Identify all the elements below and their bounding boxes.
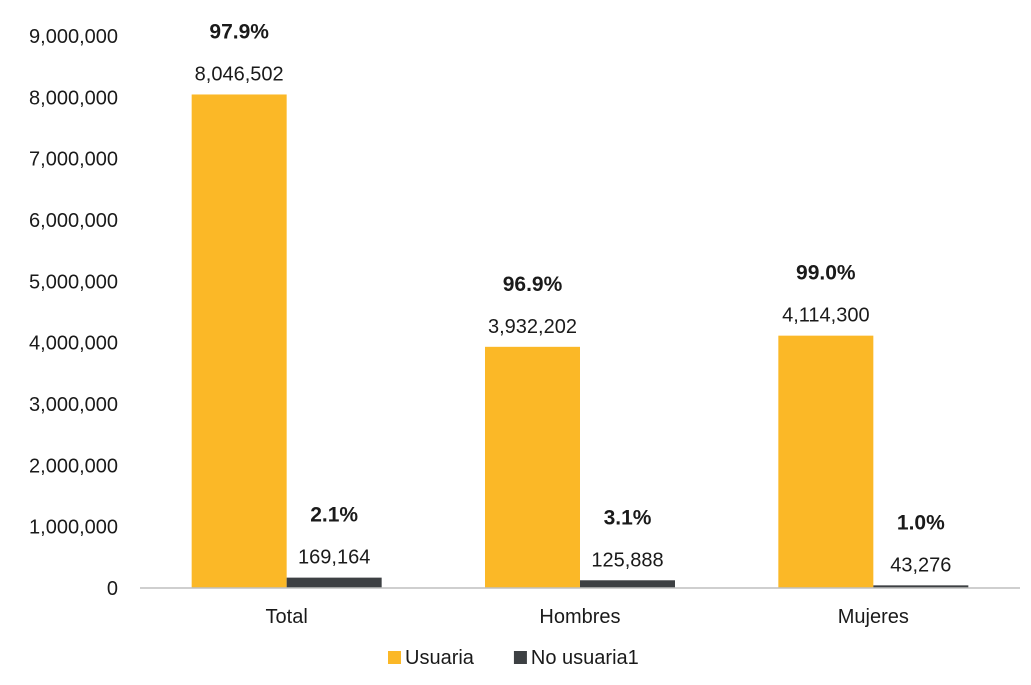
bar-no-usuaria1-total [286,577,382,588]
legend-label: Usuaria [405,647,475,669]
value-label: 43,276 [890,554,951,576]
y-tick-label: 3,000,000 [29,394,118,416]
y-tick-label: 6,000,000 [29,210,118,232]
legend-swatch [388,651,401,664]
value-label: 169,164 [298,547,370,569]
y-tick-label: 2,000,000 [29,455,118,477]
category-label: Mujeres [838,606,909,628]
bar-usuaria-hombres [485,346,580,588]
value-label: 125,888 [591,549,663,571]
value-label: 3,932,202 [488,316,577,338]
value-label: 8,046,502 [195,63,284,85]
bar-usuaria-total [191,94,287,589]
y-tick-label: 0 [107,578,118,600]
legend: Usuaria No usuaria1 [388,647,639,669]
y-tick-label: 5,000,000 [29,271,118,293]
y-tick-label: 1,000,000 [29,517,118,539]
percent-label: 1.0% [897,511,945,534]
y-tick-label: 7,000,000 [29,149,118,171]
category-labels: Total Hombres Mujeres [266,606,909,628]
percent-label: 2.1% [310,504,358,527]
category-label: Hombres [539,606,620,628]
category-label: Total [266,606,308,628]
y-tick-label: 4,000,000 [29,333,118,355]
y-axis-ticks: 0 1,000,000 2,000,000 3,000,000 4,000,000 5,0… [29,26,118,600]
percent-label: 96.9% [503,273,563,296]
bar-usuaria-mujeres [778,335,874,588]
bar-no-usuaria1-mujeres [873,585,969,588]
y-tick-label: 8,000,000 [29,87,118,109]
value-label: 4,114,300 [782,305,870,327]
percent-label: 3.1% [604,506,652,529]
legend-swatch [513,651,527,664]
percent-label: 99.0% [796,262,856,285]
y-tick-label: 9,000,000 [29,26,118,48]
bar-no-usuaria1-hombres [580,580,675,588]
legend-label: No usuaria1 [531,647,639,669]
bars [191,94,969,589]
data-labels: 8,046,502 97.9% 169,164 2.1% 3,932,202 96.9% 1… [195,20,952,576]
percent-label: 97.9% [209,20,269,43]
